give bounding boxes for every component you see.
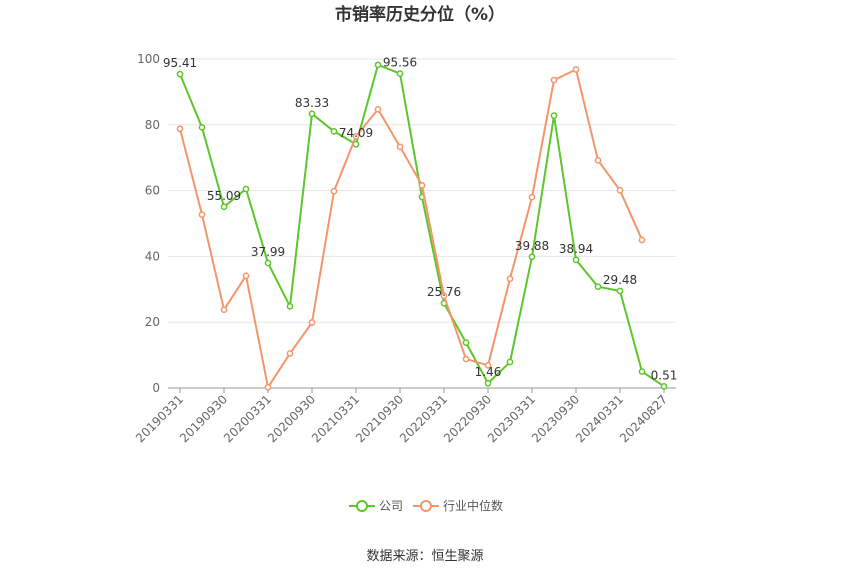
data-point [308,319,316,326]
data-point [352,132,360,140]
data-point [594,156,602,164]
data-point [198,211,206,218]
data-label: 1.46 [475,365,502,379]
y-tick-label: 0 [152,381,160,395]
x-axis: 2019033120190930202003312020093020210331… [133,387,676,445]
data-point [242,272,250,280]
data-point [484,361,492,369]
data-point [242,185,250,193]
data-labels: 95.41 55.09 37.99 83.33 74.09 95.56 25.76 1.46 3… [163,56,678,383]
data-point [220,306,228,314]
data-point [396,143,404,151]
data-point [330,128,338,135]
data-point [638,236,646,244]
data-point [506,275,514,283]
data-label: 95.41 [163,56,197,70]
data-point [484,379,492,387]
data-point [220,203,228,211]
y-tick-label: 20 [145,315,160,329]
series-line-1 [179,63,665,388]
legend-label: 公司 [379,499,403,513]
series-line-2 [179,68,643,389]
data-point [286,303,294,310]
data-point [462,355,470,363]
y-tick-label: 60 [145,184,160,198]
data-point [418,181,426,189]
legend-swatch-marker [356,500,368,512]
data-point [550,76,558,84]
data-label: 37.99 [251,245,285,259]
data-point [660,382,668,390]
data-point [572,66,580,73]
data-label: 83.33 [295,96,329,110]
data-label: 29.48 [603,273,637,287]
source-note: 数据来源：恒生聚源 [366,549,483,564]
y-tick-label: 40 [145,249,160,263]
data-point [528,253,536,261]
legend-swatch-marker [420,500,432,512]
series-layer [176,61,668,391]
data-label: 74.09 [339,126,373,140]
data-point [506,358,514,366]
y-tick-label: 80 [145,118,160,132]
data-point [264,259,272,267]
data-label: 95.56 [383,56,417,70]
x-tick-label: 20240827 [617,392,670,445]
data-point [374,61,382,69]
data-label: 0.51 [651,368,678,382]
data-point [594,283,602,291]
grid [168,58,676,389]
data-point [550,112,558,119]
data-point [176,125,184,133]
y-tick-label: 100 [137,52,160,66]
chart-title: 市销率历史分位（%） [335,4,505,25]
legend-item-1[interactable]: 公司 [349,499,403,513]
data-label: 55.09 [207,189,241,203]
data-point [616,186,624,194]
legend[interactable]: 公司 行业中位数 [349,498,503,513]
data-point [462,339,470,346]
data-point [638,368,646,375]
data-point [198,124,206,131]
legend-label: 行业中位数 [443,498,503,513]
data-point [572,256,580,264]
data-point [308,110,316,118]
data-label: 25.76 [427,285,461,299]
data-point [374,105,382,113]
data-point [616,287,624,295]
data-point [528,193,536,201]
data-point [396,70,404,77]
y-axis: 0 20 40 60 80 100 [137,52,160,395]
data-point [286,350,294,357]
data-point [330,187,338,195]
data-point [440,292,448,300]
data-label: 38.94 [559,242,593,256]
data-point [264,383,272,391]
data-point [176,70,184,78]
legend-item-2[interactable]: 行业中位数 [413,498,503,513]
data-label: 39.88 [515,239,549,253]
